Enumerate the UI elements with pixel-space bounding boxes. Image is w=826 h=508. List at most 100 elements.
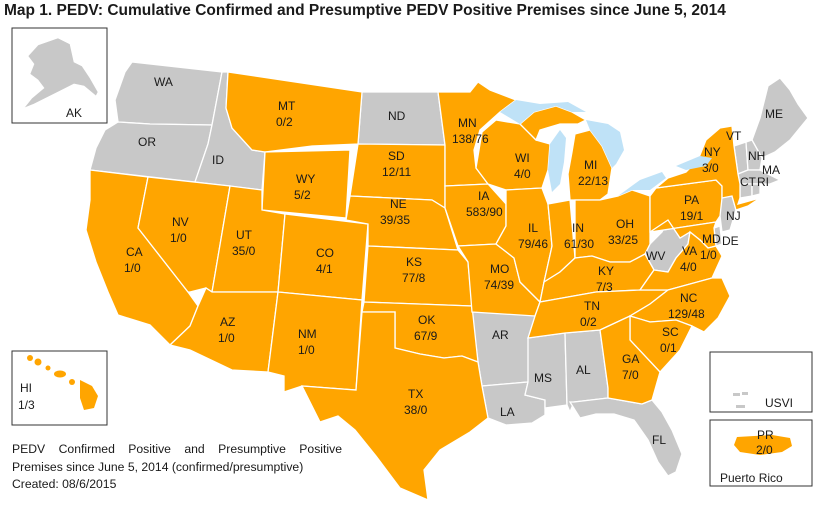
- label-ks: KS: [406, 255, 422, 269]
- label-wi: WI: [515, 151, 530, 165]
- label-ok: OK: [418, 313, 435, 327]
- label-md: MD: [702, 232, 721, 246]
- label-fl: FL: [652, 433, 666, 447]
- label-tx: TX: [408, 387, 423, 401]
- label-ri: RI: [757, 175, 769, 189]
- label-me: ME: [765, 107, 783, 121]
- state-ga[interactable]: [599, 314, 661, 405]
- label-sc: SC: [662, 325, 679, 339]
- legend-word: Presumptive: [218, 442, 286, 456]
- lake-erie: [618, 172, 666, 196]
- value-nm: 1/0: [298, 343, 315, 357]
- legend-word: Positive: [299, 442, 342, 456]
- label-az: AZ: [220, 315, 235, 329]
- label-mi: MI: [584, 158, 597, 172]
- label-de: DE: [722, 234, 739, 248]
- legend-word: Positive: [128, 442, 171, 456]
- lake-michigan: [548, 130, 566, 192]
- value-wy: 5/2: [294, 188, 311, 202]
- value-oh: 33/25: [608, 233, 638, 247]
- value-co: 4/1: [316, 262, 333, 276]
- value-ia: 583/90: [466, 205, 503, 219]
- state-nc[interactable]: [628, 277, 731, 333]
- state-ri[interactable]: [751, 183, 761, 197]
- legend-word: Confirmed: [58, 442, 115, 456]
- label-ga: GA: [622, 352, 639, 366]
- label-nm: NM: [298, 327, 317, 341]
- value-pr: 2/0: [756, 443, 773, 457]
- label-ct: CT: [740, 175, 757, 189]
- value-in: 61/30: [564, 237, 594, 251]
- state-nm[interactable]: [267, 291, 363, 393]
- value-va: 4/0: [680, 260, 697, 274]
- value-tx: 38/0: [404, 403, 428, 417]
- state-oh[interactable]: [574, 189, 651, 263]
- lake-huron: [586, 120, 624, 168]
- label-wa: WA: [154, 75, 173, 89]
- label-puerto-rico: Puerto Rico: [720, 471, 783, 485]
- value-md: 1/0: [700, 248, 717, 262]
- label-oh: OH: [616, 217, 634, 231]
- label-nc: NC: [680, 291, 698, 305]
- state-me[interactable]: [751, 77, 809, 159]
- label-usvi: USVI: [765, 396, 793, 410]
- label-ar: AR: [492, 328, 509, 342]
- label-wv: WV: [646, 249, 665, 263]
- label-ca: CA: [126, 245, 143, 259]
- value-ut: 35/0: [232, 244, 256, 258]
- value-sc: 0/1: [660, 341, 677, 355]
- label-or: OR: [138, 135, 156, 149]
- great-lakes: [500, 100, 712, 196]
- value-nv: 1/0: [170, 231, 187, 245]
- value-ga: 7/0: [622, 368, 639, 382]
- state-ak-shape[interactable]: [23, 37, 99, 109]
- value-mi: 22/13: [578, 174, 608, 188]
- value-mo: 74/39: [484, 278, 514, 292]
- label-ky: KY: [598, 264, 614, 278]
- value-mn: 138/76: [452, 132, 489, 146]
- label-il: IL: [528, 221, 538, 235]
- state-wa[interactable]: [114, 61, 223, 126]
- label-mn: MN: [458, 116, 477, 130]
- label-hi: HI: [20, 381, 32, 395]
- value-pa: 19/1: [680, 209, 704, 223]
- state-pr-shape[interactable]: [734, 435, 792, 455]
- state-nh[interactable]: [745, 139, 763, 171]
- inset-usvi: [709, 351, 813, 413]
- lake-ontario: [676, 156, 712, 170]
- label-tn: TN: [584, 299, 600, 313]
- legend-word: and: [184, 442, 205, 456]
- value-ks: 77/8: [402, 271, 426, 285]
- legend-line-2: Premises since June 5, 2014 (confirmed/p…: [12, 459, 304, 474]
- label-nv: NV: [172, 215, 189, 229]
- label-wy: WY: [296, 172, 315, 186]
- label-ia: IA: [478, 189, 489, 203]
- value-az: 1/0: [218, 331, 235, 345]
- state-tx[interactable]: [300, 311, 489, 502]
- legend-note: PEDV Confirmed Positive and Presumptive …: [12, 441, 372, 494]
- legend-word: PEDV: [12, 442, 46, 456]
- label-ny: NY: [704, 145, 721, 159]
- label-la: LA: [500, 405, 515, 419]
- value-hi: 1/3: [18, 398, 35, 412]
- label-sd: SD: [388, 149, 405, 163]
- label-pa: PA: [684, 193, 699, 207]
- label-id: ID: [212, 153, 224, 167]
- value-mt: 0/2: [276, 115, 293, 129]
- value-ca: 1/0: [124, 261, 141, 275]
- usvi-shape[interactable]: [733, 392, 748, 408]
- lake-superior: [500, 100, 586, 124]
- label-nd: ND: [388, 109, 406, 123]
- label-in: IN: [572, 221, 584, 235]
- label-mt: MT: [278, 99, 296, 113]
- value-ny: 3/0: [702, 161, 719, 175]
- value-wi: 4/0: [514, 167, 531, 181]
- value-sd: 12/11: [382, 165, 411, 179]
- label-ak: AK: [66, 106, 82, 120]
- created-date: Created: 08/6/2015: [12, 477, 117, 491]
- value-il: 79/46: [518, 237, 548, 251]
- label-nh: NH: [748, 149, 765, 163]
- label-ut: UT: [236, 228, 253, 242]
- state-hi-shape[interactable]: [27, 355, 98, 410]
